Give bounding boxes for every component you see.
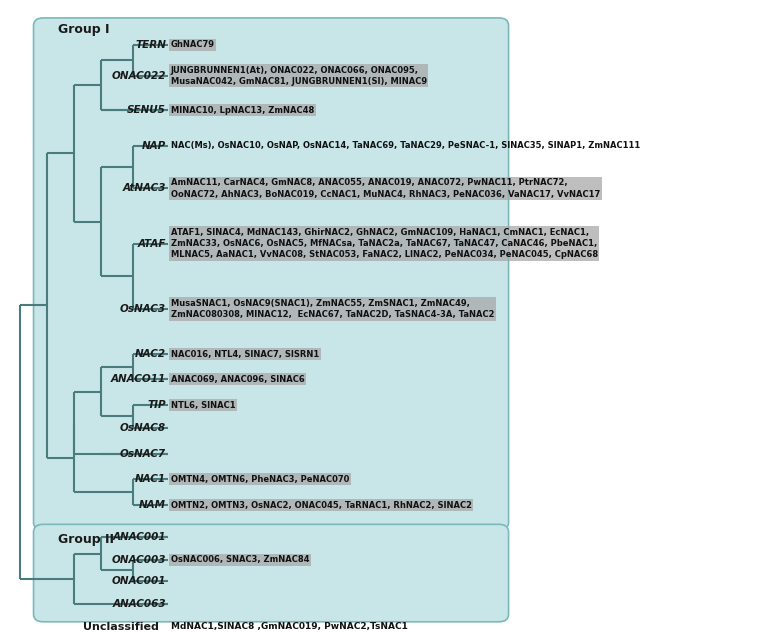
Text: MlNAC10, LpNAC13, ZmNAC48: MlNAC10, LpNAC13, ZmNAC48 — [171, 106, 314, 115]
FancyBboxPatch shape — [34, 524, 509, 622]
Text: TERN: TERN — [135, 40, 166, 50]
Text: NAC016, NTL4, SlNAC7, SlSRN1: NAC016, NTL4, SlNAC7, SlSRN1 — [171, 350, 319, 359]
Text: NAM: NAM — [139, 500, 166, 510]
Text: AmNAC11, CarNAC4, GmNAC8, ANAC055, ANAC019, ANAC072, PwNAC11, PtrNAC72,
OoNAC72,: AmNAC11, CarNAC4, GmNAC8, ANAC055, ANAC0… — [171, 178, 600, 199]
Text: NAC(Ms), OsNAC10, OsNAP, OsNAC14, TaNAC69, TaNAC29, PeSNAC-1, SlNAC35, SlNAP1, Z: NAC(Ms), OsNAC10, OsNAP, OsNAC14, TaNAC6… — [171, 141, 640, 150]
Text: Group II: Group II — [58, 533, 115, 546]
Text: MdNAC1,SlNAC8 ,GmNAC019, PwNAC2,TsNAC1: MdNAC1,SlNAC8 ,GmNAC019, PwNAC2,TsNAC1 — [171, 622, 408, 631]
Text: ANAC063: ANAC063 — [112, 599, 166, 610]
Text: OsNAC006, SNAC3, ZmNAC84: OsNAC006, SNAC3, ZmNAC84 — [171, 555, 310, 564]
Text: AtNAC3: AtNAC3 — [122, 183, 166, 194]
Text: ONAC022: ONAC022 — [112, 71, 166, 81]
Text: ANACO11: ANACO11 — [111, 374, 166, 385]
Text: TIP: TIP — [147, 400, 166, 410]
Text: ATAF1, SlNAC4, MdNAC143, GhirNAC2, GhNAC2, GmNAC109, HaNAC1, CmNAC1, EcNAC1,
ZmN: ATAF1, SlNAC4, MdNAC143, GhirNAC2, GhNAC… — [171, 228, 598, 259]
Text: ONAC001: ONAC001 — [112, 576, 166, 587]
Text: ATAF: ATAF — [137, 238, 166, 249]
Text: OsNAC7: OsNAC7 — [120, 449, 166, 459]
Text: OsNAC8: OsNAC8 — [120, 422, 166, 433]
Text: MusaSNAC1, OsNAC9(SNAC1), ZmNAC55, ZmSNAC1, ZmNAC49,
ZmNAC080308, MlNAC12,  EcNA: MusaSNAC1, OsNAC9(SNAC1), ZmNAC55, ZmSNA… — [171, 299, 495, 319]
Text: ANAC001: ANAC001 — [112, 532, 166, 542]
Text: ONAC003: ONAC003 — [112, 554, 166, 565]
FancyBboxPatch shape — [34, 18, 509, 530]
Text: ANAC069, ANAC096, SlNAC6: ANAC069, ANAC096, SlNAC6 — [171, 375, 304, 384]
Text: SENU5: SENU5 — [127, 105, 166, 115]
Text: GhNAC79: GhNAC79 — [171, 40, 214, 49]
Text: JUNGBRUNNEN1(At), ONAC022, ONAC066, ONAC095,
MusaNAC042, GmNAC81, JUNGBRUNNEN1(S: JUNGBRUNNEN1(At), ONAC022, ONAC066, ONAC… — [171, 65, 427, 86]
Text: NAC2: NAC2 — [135, 349, 166, 360]
Text: OMTN4, OMTN6, PheNAC3, PeNAC070: OMTN4, OMTN6, PheNAC3, PeNAC070 — [171, 475, 349, 484]
Text: Unclassified: Unclassified — [83, 622, 159, 632]
Text: NAP: NAP — [142, 140, 166, 151]
Text: OMTN2, OMTN3, OsNAC2, ONAC045, TaRNAC1, RhNAC2, SlNAC2: OMTN2, OMTN3, OsNAC2, ONAC045, TaRNAC1, … — [171, 501, 472, 510]
Text: NTL6, SlNAC1: NTL6, SlNAC1 — [171, 401, 236, 410]
Text: Group I: Group I — [58, 23, 110, 36]
Text: NAC1: NAC1 — [135, 474, 166, 485]
Text: OsNAC3: OsNAC3 — [120, 304, 166, 314]
